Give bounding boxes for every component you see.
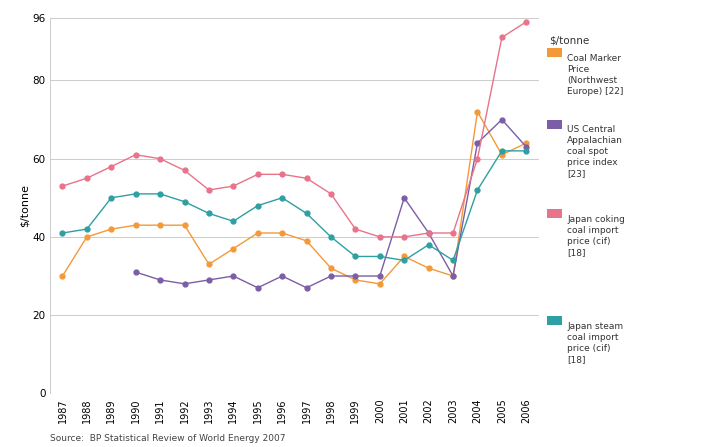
Japan steam
coal import
price (cif)
[18]: [180, 199, 189, 204]
US Central
Appalachian
coal spot
price index
[23]: [180, 281, 189, 287]
Japan coking
coal import
price (cif)
[18]: [278, 172, 286, 177]
Japan coking
coal import
price (cif)
[18]: [376, 234, 384, 240]
Japan coking
coal import
price (cif)
[18]: [449, 230, 457, 236]
Text: Japan coking
coal import
price (cif)
[18]: Japan coking coal import price (cif) [18…: [567, 215, 625, 257]
Japan steam
coal import
price (cif)
[18]: [58, 230, 67, 236]
Japan steam
coal import
price (cif)
[18]: [498, 148, 506, 154]
Coal Marker
Price
(Northwest
Europe) [22]: [156, 223, 164, 228]
Coal Marker
Price
(Northwest
Europe) [22]: [400, 254, 409, 259]
Japan coking
coal import
price (cif)
[18]: [351, 226, 360, 232]
Text: Source:  BP Statistical Review of World Energy 2007: Source: BP Statistical Review of World E…: [50, 434, 286, 443]
Coal Marker
Price
(Northwest
Europe) [22]: [58, 274, 67, 279]
US Central
Appalachian
coal spot
price index
[23]: [424, 230, 433, 236]
FancyBboxPatch shape: [546, 119, 562, 129]
Coal Marker
Price
(Northwest
Europe) [22]: [83, 234, 91, 240]
Coal Marker
Price
(Northwest
Europe) [22]: [253, 230, 262, 236]
Coal Marker
Price
(Northwest
Europe) [22]: [229, 246, 238, 251]
US Central
Appalachian
coal spot
price index
[23]: [302, 285, 311, 291]
Japan steam
coal import
price (cif)
[18]: [107, 195, 116, 200]
Japan steam
coal import
price (cif)
[18]: [400, 257, 409, 263]
US Central
Appalachian
coal spot
price index
[23]: [205, 277, 213, 283]
Text: Japan steam
coal import
price (cif)
[18]: Japan steam coal import price (cif) [18]: [567, 322, 623, 364]
US Central
Appalachian
coal spot
price index
[23]: [449, 274, 457, 279]
Coal Marker
Price
(Northwest
Europe) [22]: [424, 266, 433, 271]
US Central
Appalachian
coal spot
price index
[23]: [131, 270, 140, 275]
Coal Marker
Price
(Northwest
Europe) [22]: [327, 266, 335, 271]
Coal Marker
Price
(Northwest
Europe) [22]: [180, 223, 189, 228]
Japan steam
coal import
price (cif)
[18]: [351, 254, 360, 259]
Japan steam
coal import
price (cif)
[18]: [131, 191, 140, 197]
Japan steam
coal import
price (cif)
[18]: [522, 148, 531, 154]
Japan steam
coal import
price (cif)
[18]: [473, 187, 482, 193]
Japan coking
coal import
price (cif)
[18]: [180, 168, 189, 173]
Text: Coal Marker
Price
(Northwest
Europe) [22]: Coal Marker Price (Northwest Europe) [22…: [567, 54, 624, 96]
Japan steam
coal import
price (cif)
[18]: [302, 211, 311, 216]
Japan steam
coal import
price (cif)
[18]: [83, 226, 91, 232]
Coal Marker
Price
(Northwest
Europe) [22]: [498, 152, 506, 157]
US Central
Appalachian
coal spot
price index
[23]: [327, 274, 335, 279]
US Central
Appalachian
coal spot
price index
[23]: [376, 274, 384, 279]
Japan steam
coal import
price (cif)
[18]: [327, 234, 335, 240]
Japan coking
coal import
price (cif)
[18]: [327, 191, 335, 197]
Line: Japan steam
coal import
price (cif)
[18]: Japan steam coal import price (cif) [18]: [60, 148, 528, 263]
Line: Coal Marker
Price
(Northwest
Europe) [22]: Coal Marker Price (Northwest Europe) [22…: [60, 110, 528, 286]
Coal Marker
Price
(Northwest
Europe) [22]: [473, 109, 482, 114]
Japan steam
coal import
price (cif)
[18]: [156, 191, 164, 197]
Coal Marker
Price
(Northwest
Europe) [22]: [278, 230, 286, 236]
Coal Marker
Price
(Northwest
Europe) [22]: [205, 261, 213, 267]
US Central
Appalachian
coal spot
price index
[23]: [229, 274, 238, 279]
Coal Marker
Price
(Northwest
Europe) [22]: [376, 281, 384, 287]
FancyBboxPatch shape: [546, 48, 562, 57]
US Central
Appalachian
coal spot
price index
[23]: [473, 140, 482, 146]
Coal Marker
Price
(Northwest
Europe) [22]: [449, 274, 457, 279]
US Central
Appalachian
coal spot
price index
[23]: [522, 144, 531, 150]
US Central
Appalachian
coal spot
price index
[23]: [278, 274, 286, 279]
Japan coking
coal import
price (cif)
[18]: [58, 183, 67, 189]
Japan steam
coal import
price (cif)
[18]: [449, 257, 457, 263]
FancyBboxPatch shape: [546, 316, 562, 325]
US Central
Appalachian
coal spot
price index
[23]: [156, 277, 164, 283]
Y-axis label: $/tonne: $/tonne: [19, 184, 29, 227]
Japan steam
coal import
price (cif)
[18]: [376, 254, 384, 259]
US Central
Appalachian
coal spot
price index
[23]: [400, 195, 409, 200]
Japan steam
coal import
price (cif)
[18]: [205, 211, 213, 216]
Japan coking
coal import
price (cif)
[18]: [107, 164, 116, 169]
Japan steam
coal import
price (cif)
[18]: [229, 219, 238, 224]
Coal Marker
Price
(Northwest
Europe) [22]: [522, 140, 531, 146]
Line: Japan coking
coal import
price (cif)
[18]: Japan coking coal import price (cif) [18…: [60, 19, 528, 239]
Japan coking
coal import
price (cif)
[18]: [498, 35, 506, 40]
Japan coking
coal import
price (cif)
[18]: [131, 152, 140, 157]
Coal Marker
Price
(Northwest
Europe) [22]: [351, 277, 360, 283]
Japan steam
coal import
price (cif)
[18]: [253, 203, 262, 208]
Japan coking
coal import
price (cif)
[18]: [400, 234, 409, 240]
Japan coking
coal import
price (cif)
[18]: [83, 176, 91, 181]
Japan coking
coal import
price (cif)
[18]: [253, 172, 262, 177]
Text: US Central
Appalachian
coal spot
price index
[23]: US Central Appalachian coal spot price i…: [567, 125, 623, 178]
Japan steam
coal import
price (cif)
[18]: [278, 195, 286, 200]
Japan coking
coal import
price (cif)
[18]: [229, 183, 238, 189]
Coal Marker
Price
(Northwest
Europe) [22]: [302, 238, 311, 244]
Japan coking
coal import
price (cif)
[18]: [424, 230, 433, 236]
Japan coking
coal import
price (cif)
[18]: [522, 19, 531, 25]
Japan coking
coal import
price (cif)
[18]: [156, 156, 164, 161]
US Central
Appalachian
coal spot
price index
[23]: [498, 117, 506, 122]
Coal Marker
Price
(Northwest
Europe) [22]: [107, 226, 116, 232]
Line: US Central
Appalachian
coal spot
price index
[23]: US Central Appalachian coal spot price i…: [134, 117, 528, 290]
Coal Marker
Price
(Northwest
Europe) [22]: [131, 223, 140, 228]
FancyBboxPatch shape: [546, 209, 562, 218]
US Central
Appalachian
coal spot
price index
[23]: [253, 285, 262, 291]
Text: $/tonne: $/tonne: [549, 36, 589, 46]
Japan coking
coal import
price (cif)
[18]: [473, 156, 482, 161]
Japan coking
coal import
price (cif)
[18]: [302, 176, 311, 181]
US Central
Appalachian
coal spot
price index
[23]: [351, 274, 360, 279]
Japan coking
coal import
price (cif)
[18]: [205, 187, 213, 193]
Japan steam
coal import
price (cif)
[18]: [424, 242, 433, 248]
